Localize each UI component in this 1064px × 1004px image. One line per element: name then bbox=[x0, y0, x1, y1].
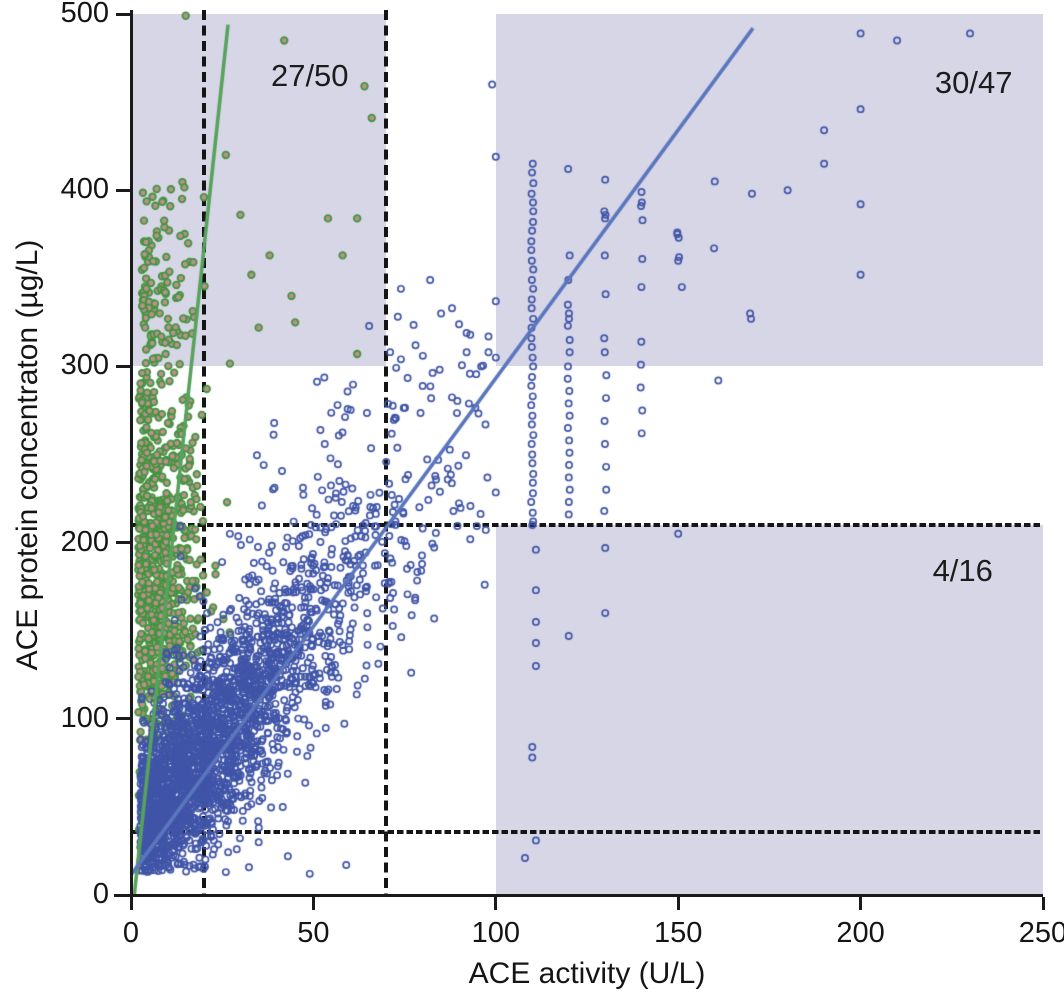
x-tick-label: 0 bbox=[122, 917, 140, 949]
x-axis-spine bbox=[114, 894, 1043, 897]
x-tick bbox=[311, 897, 315, 910]
x-tick bbox=[494, 897, 498, 910]
y-tick-label: 100 bbox=[60, 701, 109, 734]
x-tick-label: 250 bbox=[1018, 917, 1064, 949]
y-axis-spine bbox=[129, 10, 133, 897]
x-tick-label: 100 bbox=[471, 917, 520, 949]
y-tick bbox=[115, 364, 130, 368]
y-tick-label: 400 bbox=[60, 173, 109, 206]
y-tick-label: 500 bbox=[60, 0, 109, 29]
y-tick bbox=[115, 188, 130, 192]
y-axis-title: ACE protein concentraton (µg/L) bbox=[11, 239, 44, 671]
annotation-upper-right-count: 30/47 bbox=[934, 64, 1013, 100]
x-tick bbox=[676, 897, 680, 910]
x-axis-title: ACE activity (U/L) bbox=[468, 957, 706, 990]
x-tick bbox=[129, 897, 133, 910]
y-tick-label: 0 bbox=[92, 878, 109, 910]
y-tick bbox=[115, 717, 130, 721]
y-tick-label: 200 bbox=[60, 525, 109, 558]
x-tick-label: 150 bbox=[653, 917, 703, 949]
x-tick-label: 50 bbox=[297, 917, 330, 949]
y-tick bbox=[115, 541, 130, 545]
x-tick bbox=[859, 897, 863, 910]
x-tick bbox=[1041, 897, 1045, 910]
y-tick bbox=[115, 12, 130, 16]
y-tick bbox=[115, 893, 130, 897]
annotation-lower-right-count: 4/16 bbox=[932, 552, 993, 588]
y-tick-label: 300 bbox=[60, 349, 109, 382]
annotation-upper-left-count: 27/50 bbox=[270, 57, 349, 93]
x-tick-label: 200 bbox=[836, 917, 885, 949]
